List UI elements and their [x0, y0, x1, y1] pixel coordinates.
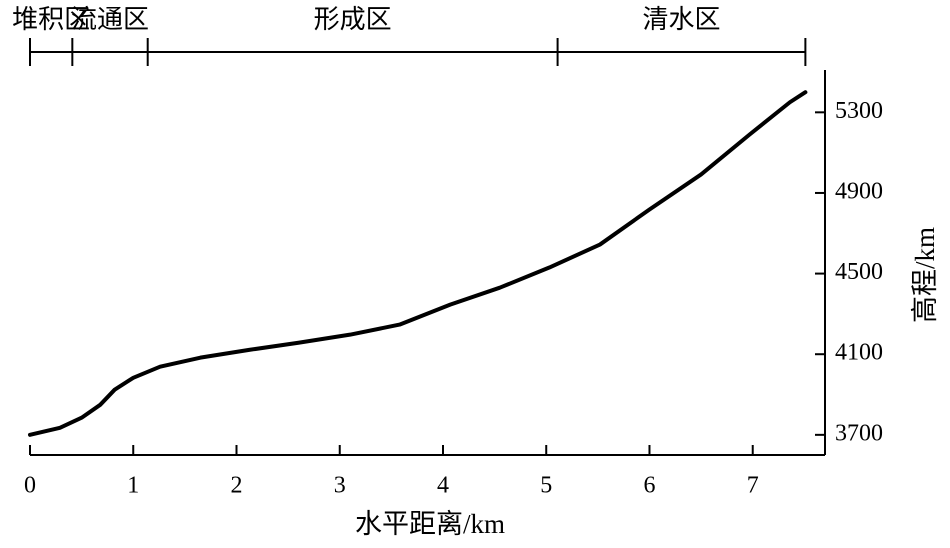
- y-tick-label: 4900: [835, 178, 883, 204]
- zone-label: 清水区: [642, 5, 720, 34]
- x-axis-label: 水平距离/km: [355, 509, 505, 539]
- x-tick-label: 1: [127, 473, 139, 499]
- x-tick-label: 3: [334, 473, 346, 499]
- zone-label: 形成区: [314, 5, 392, 34]
- x-tick-label: 0: [24, 473, 36, 499]
- elevation-line: [28, 90, 808, 437]
- x-tick-label: 7: [747, 473, 759, 499]
- x-tick-label: 2: [230, 473, 242, 499]
- y-axis-label: 高程/km: [910, 227, 940, 323]
- y-tick-label: 4500: [835, 259, 883, 285]
- x-tick-label: 4: [437, 473, 449, 499]
- y-tick-label: 3700: [835, 420, 883, 446]
- y-tick-label: 4100: [835, 340, 883, 366]
- x-tick-label: 5: [540, 473, 552, 499]
- zone-label: 流通区: [71, 5, 149, 34]
- zone-label: 堆积区: [12, 5, 90, 34]
- x-tick-label: 6: [643, 473, 655, 499]
- y-tick-label: 5300: [835, 98, 883, 124]
